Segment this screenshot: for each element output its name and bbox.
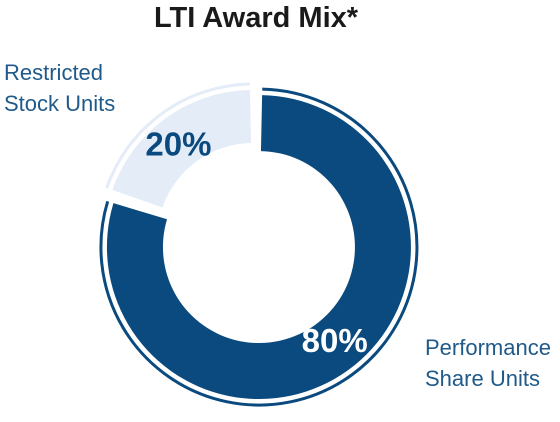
category-label-line: Stock Units — [4, 91, 115, 116]
slice-outline-performance-share-units — [99, 87, 419, 407]
value-label-restricted-stock-units: 20% — [145, 126, 211, 163]
category-label-line: Share Units — [425, 366, 540, 391]
slice-restricted-stock-units — [112, 89, 252, 208]
category-label-performance-share-units: Performance Share Units — [425, 335, 557, 391]
slices — [106, 89, 411, 400]
value-labels: 80% 20% — [145, 126, 367, 359]
ring-outlines — [99, 82, 419, 407]
slice-performance-share-units — [106, 95, 411, 400]
value-label-performance-share-units: 80% — [302, 322, 368, 359]
chart-title: LTI Award Mix* — [154, 2, 359, 34]
slice-outline-restricted-stock-units — [105, 82, 250, 189]
category-label-line: Restricted — [4, 60, 103, 85]
category-label-restricted-stock-units: Restricted Stock Units — [4, 60, 115, 116]
category-label-line: Performance — [425, 335, 551, 360]
